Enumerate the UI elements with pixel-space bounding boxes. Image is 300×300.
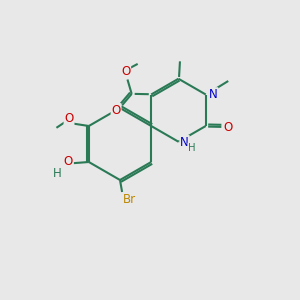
Text: O: O: [224, 121, 233, 134]
Text: N: N: [180, 136, 189, 149]
Text: O: O: [112, 104, 121, 117]
Text: H: H: [52, 167, 62, 180]
Text: H: H: [188, 143, 196, 153]
Text: O: O: [121, 65, 130, 78]
Text: O: O: [64, 112, 74, 125]
Text: O: O: [64, 155, 73, 168]
Text: N: N: [209, 88, 218, 101]
Text: Br: Br: [122, 193, 136, 206]
